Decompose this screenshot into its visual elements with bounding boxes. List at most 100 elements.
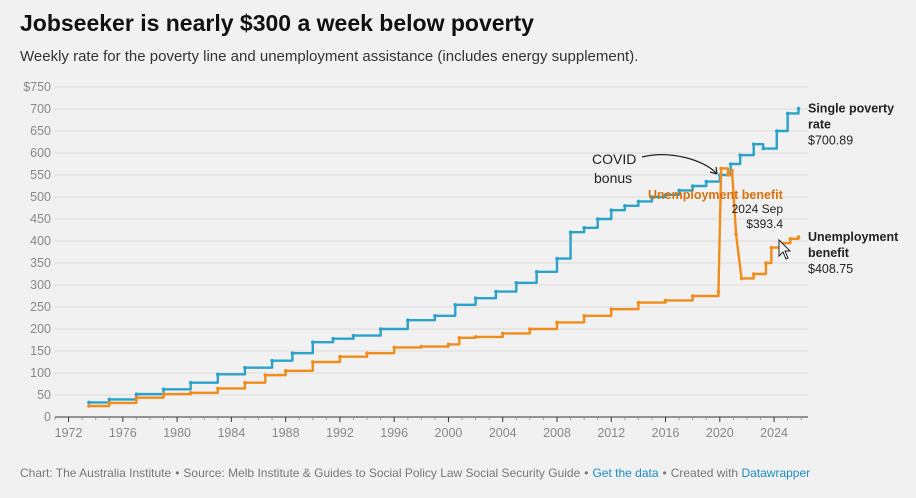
chart-subtitle: Weekly rate for the poverty line and une…: [20, 48, 639, 65]
y-tick-label: 200: [30, 322, 51, 336]
x-tick-label: 2024: [760, 426, 788, 440]
y-tick-label: 550: [30, 168, 51, 182]
x-tick-label: 2000: [435, 426, 463, 440]
x-tick-label: 2020: [706, 426, 734, 440]
poverty-rate-point: [514, 281, 519, 285]
y-tick-label: 100: [30, 366, 51, 380]
unemployment-benefit-point: [283, 369, 288, 373]
poverty-rate-point: [473, 296, 478, 300]
poverty-rate-point: [534, 270, 539, 274]
poverty-rate-point: [405, 318, 410, 322]
unemployment-benefit-point: [609, 307, 614, 311]
poverty-rate-point: [310, 340, 315, 345]
unemployment-benefit-point: [419, 344, 424, 349]
series-end-value: $408.75: [808, 262, 853, 276]
unemployment-benefit-point: [528, 327, 532, 331]
unemployment-benefit-point: [719, 166, 723, 171]
poverty-rate-point: [453, 303, 458, 307]
poverty-rate-point: [243, 365, 247, 370]
covid-annotation-arrow: [641, 154, 718, 175]
poverty-rate-point: [774, 129, 779, 133]
footer-separator: •: [175, 466, 180, 480]
unemployment-benefit-point: [734, 232, 738, 237]
y-tick-label: 250: [30, 300, 51, 314]
poverty-rate-point: [568, 230, 573, 234]
poverty-rate-point: [188, 380, 193, 385]
series-label: Unemployment: [808, 230, 899, 244]
unemployment-benefit-point: [726, 173, 730, 177]
x-tick-label: 1996: [380, 426, 408, 440]
unemployment-benefit-point: [788, 237, 793, 241]
unemployment-benefit-point: [134, 395, 139, 400]
unemployment-benefit-point: [716, 289, 721, 294]
poverty-rate-point: [595, 217, 600, 221]
poverty-rate-point: [87, 400, 91, 405]
poverty-rate-point: [738, 153, 742, 157]
unemployment-benefit-line: [88, 167, 800, 408]
series-label: rate: [808, 118, 831, 132]
y-tick-label: $750: [23, 80, 51, 94]
unemployment-benefit-point: [188, 391, 193, 395]
poverty-rate-point: [331, 336, 335, 341]
poverty-rate-point: [704, 179, 709, 184]
unemployment-benefit-point: [796, 235, 801, 239]
x-tick-label: 2004: [489, 426, 517, 440]
poverty-rate-point: [690, 184, 695, 188]
unemployment-benefit-point: [555, 320, 559, 325]
unemployment-benefit-point: [338, 354, 342, 359]
poverty-rate-point: [761, 146, 766, 151]
chart-credit: Chart: The Australia Institute: [20, 466, 172, 480]
poverty-rate-point: [650, 195, 654, 199]
y-tick-label: 0: [44, 410, 51, 424]
poverty-rate-point: [270, 358, 274, 363]
poverty-rate-point: [582, 226, 586, 230]
poverty-rate-point: [623, 204, 627, 208]
poverty-rate-point: [785, 111, 790, 116]
poverty-rate-point: [290, 351, 295, 356]
unemployment-benefit-point: [473, 335, 478, 339]
poverty-rate-point: [677, 188, 681, 193]
x-tick-label: 2016: [652, 426, 680, 440]
x-tick-label: 1980: [163, 426, 191, 440]
unemployment-benefit-point: [663, 298, 668, 303]
footer-separator: •: [662, 466, 667, 480]
y-tick-label: 650: [30, 124, 51, 138]
unemployment-benefit-point: [457, 336, 462, 340]
poverty-rate-point: [494, 289, 498, 294]
y-tick-label: 50: [37, 388, 51, 402]
poverty-rate-point: [433, 314, 437, 318]
created-with-text: Created with: [670, 466, 739, 480]
unemployment-benefit-point: [751, 272, 756, 276]
x-tick-label: 1976: [109, 426, 137, 440]
series-label: benefit: [808, 246, 850, 260]
x-tick-label: 1984: [217, 426, 245, 440]
footer: Chart: The Australia Institute • Source: M…: [20, 466, 810, 480]
poverty-rate-point: [636, 199, 641, 204]
x-tick-label: 2012: [597, 426, 625, 440]
chart-title: Jobseeker is nearly $300 a week below po…: [20, 10, 534, 36]
unemployment-benefit-point: [310, 360, 315, 364]
unemployment-benefit-point: [730, 168, 734, 173]
y-tick-label: 500: [30, 190, 51, 204]
covid-arrow-head: [709, 166, 718, 175]
x-tick-label: 1992: [326, 426, 354, 440]
x-tick-label: 1972: [55, 426, 83, 440]
poverty-rate-point: [351, 333, 356, 338]
covid-annotation-line2: bonus: [594, 170, 632, 186]
poverty-rate-point: [107, 397, 112, 402]
unemployment-benefit-point: [690, 294, 695, 298]
get-data-link[interactable]: Get the data: [592, 466, 659, 480]
unemployment-benefit-point: [107, 401, 112, 405]
tooltip-date: 2024 Sep: [732, 202, 784, 216]
y-tick-label: 350: [30, 256, 51, 270]
datawrapper-link[interactable]: Datawrapper: [741, 466, 811, 480]
unemployment-benefit-point: [87, 404, 91, 408]
unemployment-benefit-point: [365, 351, 369, 356]
x-tick-label: 2008: [543, 426, 571, 440]
y-tick-label: 300: [30, 278, 51, 292]
series-end-value: $700.89: [808, 134, 853, 148]
poverty-rate-point: [161, 387, 166, 392]
unemployment-benefit-point: [161, 392, 166, 396]
unemployment-benefit-point: [216, 386, 220, 391]
unemployment-benefit-point: [392, 345, 396, 350]
